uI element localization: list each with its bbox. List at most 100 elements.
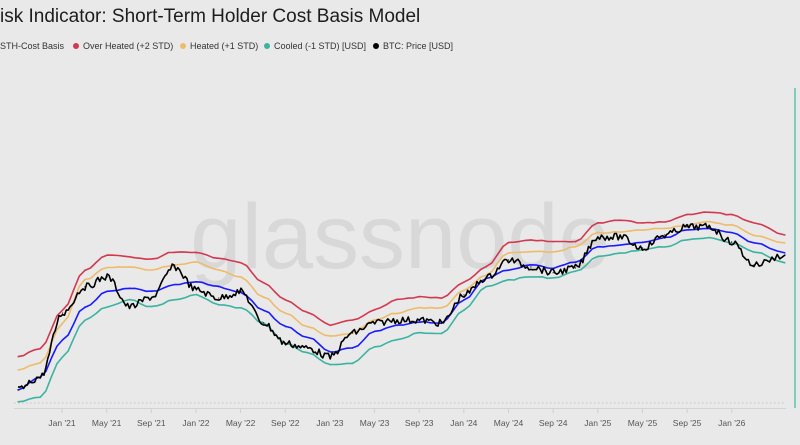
data-point-heated (508, 252, 510, 254)
data-point-over (374, 309, 376, 311)
data-point-price (784, 254, 786, 256)
data-point-cooled (240, 307, 242, 309)
data-point-price (128, 306, 131, 308)
data-point-sth (784, 252, 786, 254)
data-point-sth (753, 242, 755, 244)
data-point-price (62, 312, 64, 314)
x-tick-label: May '23 (360, 418, 390, 428)
data-point-over (552, 241, 554, 243)
data-point-cooled (418, 332, 420, 334)
data-point-sth (106, 290, 108, 293)
data-point-over (240, 262, 242, 264)
data-point-over (218, 257, 220, 259)
data-point-over (784, 234, 786, 236)
data-point-sth (530, 264, 532, 266)
data-point-heated (151, 269, 153, 271)
data-point-price (173, 266, 175, 268)
data-point-price (218, 297, 220, 299)
data-point-over (106, 254, 108, 256)
data-point-heated (463, 289, 465, 291)
chart-title: isk Indicator: Short-Term Holder Cost Ba… (0, 6, 421, 27)
data-point-sth (151, 290, 153, 293)
legend-dot-icon (264, 43, 270, 49)
legend-item-cooled[interactable]: Cooled (-1 STD) [USD] (264, 41, 366, 51)
data-point-over (597, 222, 599, 224)
data-point-heated (597, 232, 599, 234)
data-point-price (641, 247, 644, 249)
x-tick-label: Sep '23 (405, 418, 434, 428)
data-point-cooled (784, 262, 786, 264)
data-point-sth (619, 244, 621, 246)
data-point-over (418, 296, 420, 298)
data-point-cooled (329, 364, 331, 366)
data-point-cooled (195, 294, 197, 296)
data-point-price (463, 294, 465, 296)
data-point-sth (708, 228, 710, 230)
data-point-price (240, 290, 242, 293)
data-point-cooled (128, 299, 131, 301)
data-point-heated (664, 227, 666, 229)
data-point-over (195, 252, 197, 254)
data-point-sth (240, 292, 242, 294)
data-point-heated (530, 251, 532, 253)
data-point-cooled (485, 286, 487, 288)
data-point-cooled (62, 356, 64, 358)
data-point-cooled (552, 277, 554, 279)
data-point-sth (262, 309, 264, 311)
data-point-sth (686, 229, 688, 231)
data-point-over (329, 324, 331, 326)
legend-item-btc-price[interactable]: BTC: Price [USD] (373, 41, 453, 51)
data-point-sth (173, 284, 175, 286)
data-point-over (708, 211, 710, 213)
data-point-sth (641, 241, 644, 243)
data-point-over (731, 214, 733, 216)
data-point-over (641, 222, 644, 224)
data-point-cooled (508, 279, 510, 281)
data-point-heated (418, 307, 420, 309)
data-point-sth (418, 321, 420, 323)
data-point-price (262, 322, 264, 324)
data-point-heated (485, 274, 487, 276)
legend-item-sth-cost-basis[interactable]: STH-Cost Basis (0, 41, 64, 51)
data-point-over (530, 239, 532, 241)
data-point-cooled (664, 246, 666, 248)
data-point-heated (17, 369, 19, 371)
legend-label: Over Heated (+2 STD) (83, 41, 174, 51)
legend-item-over-heated[interactable]: Over Heated (+2 STD) (73, 41, 173, 51)
x-tick-label: Jan '23 (316, 418, 343, 428)
data-point-cooled (84, 319, 86, 321)
data-point-cooled (307, 352, 309, 354)
data-point-price (374, 322, 376, 324)
data-point-price (351, 332, 354, 334)
data-point-cooled (753, 251, 755, 253)
data-point-over (173, 251, 175, 253)
x-tick-label: May '24 (494, 418, 524, 428)
x-tick-label: Jan '21 (48, 418, 75, 428)
data-point-heated (307, 326, 309, 328)
legend-label: STH-Cost Basis (0, 41, 65, 51)
data-point-price (753, 264, 755, 266)
data-point-sth (374, 330, 376, 333)
data-point-heated (106, 267, 108, 269)
glassnode-watermark-logo: glassnode (190, 186, 609, 288)
data-point-heated (441, 307, 443, 309)
data-point-sth (574, 261, 577, 263)
data-point-heated (731, 224, 733, 226)
data-point-sth (285, 326, 287, 328)
data-point-price (686, 226, 688, 228)
data-point-sth (62, 339, 64, 341)
data-point-over (285, 299, 287, 301)
legend-label: BTC: Price [USD] (383, 41, 454, 51)
data-point-cooled (441, 332, 443, 334)
data-point-sth (396, 324, 398, 327)
legend-dot-icon (180, 43, 186, 49)
legend-item-heated[interactable]: Heated (+1 STD) (180, 41, 258, 51)
x-tick-label: Jan '26 (718, 418, 745, 428)
data-point-over (463, 281, 465, 283)
data-point-price (574, 267, 577, 269)
data-point-price (530, 266, 532, 268)
data-point-sth (128, 287, 131, 289)
data-point-price (84, 286, 86, 288)
data-point-over (151, 258, 153, 260)
